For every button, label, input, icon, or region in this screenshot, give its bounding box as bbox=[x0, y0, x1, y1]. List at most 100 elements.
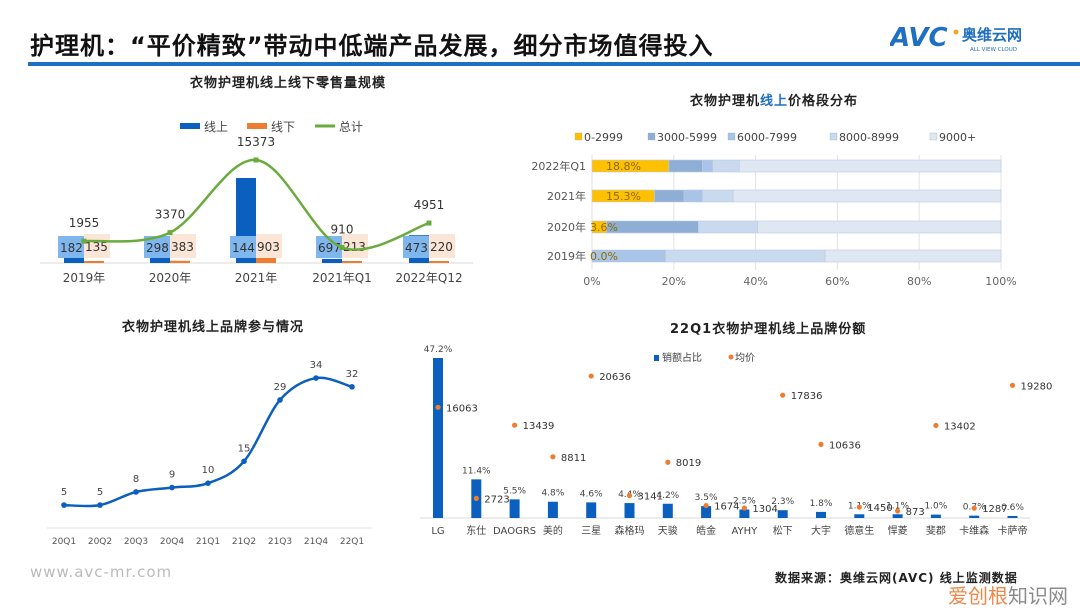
legend-label: 均价 bbox=[735, 352, 755, 364]
label-box-online bbox=[58, 236, 84, 258]
bar-share bbox=[586, 502, 597, 518]
price-point bbox=[473, 495, 479, 502]
x-tick-label: 大宇 bbox=[811, 524, 831, 537]
x-tick-label: 松下 bbox=[773, 524, 793, 537]
legend-swatch bbox=[728, 354, 734, 360]
x-tick-label: 20Q2 bbox=[88, 537, 112, 547]
data-label-share: 1.0% bbox=[924, 502, 947, 512]
data-label-price: 873 bbox=[906, 507, 925, 518]
watermark-b: 知识网 bbox=[1008, 584, 1068, 608]
y-tick-label: 2022年Q1 bbox=[531, 159, 586, 173]
legend-swatch bbox=[574, 132, 583, 141]
x-tick-label: LG bbox=[431, 526, 444, 537]
data-label-offline: 220 bbox=[430, 240, 453, 254]
bar-share bbox=[930, 514, 941, 518]
data-label-total: 4951 bbox=[414, 198, 445, 212]
bar-offline bbox=[84, 261, 104, 263]
bar-share bbox=[624, 503, 635, 518]
label-box-offline bbox=[429, 234, 455, 258]
x-tick-label: 天骏 bbox=[658, 524, 678, 537]
bar-share bbox=[1007, 515, 1018, 518]
data-label-share: 2.3% bbox=[771, 497, 794, 507]
bar-offline bbox=[170, 260, 190, 263]
data-label-price: 1450 bbox=[867, 503, 892, 514]
data-label-offline: 213 bbox=[343, 240, 366, 254]
watermark: 爱创根知识网 bbox=[948, 580, 1068, 609]
data-label-price: 1287 bbox=[982, 504, 1007, 515]
data-label-price: 2723 bbox=[484, 494, 509, 505]
label-box-offline bbox=[342, 234, 368, 258]
label-box-online bbox=[230, 236, 256, 258]
data-label: 29 bbox=[274, 382, 287, 393]
page-title: 护理机：“平价精致”带动中低端产品发展，细分市场值得投入 bbox=[30, 32, 714, 60]
data-point bbox=[313, 375, 319, 381]
x-tick-label: 20Q3 bbox=[124, 537, 148, 547]
legend-label: 线上 bbox=[204, 120, 228, 134]
bar-share bbox=[969, 515, 980, 518]
data-label-online: 182 bbox=[60, 241, 83, 255]
brand-share-title: 22Q1衣物护理机线上品牌份额 bbox=[670, 322, 867, 337]
legend-swatch bbox=[929, 132, 938, 141]
bar-share bbox=[777, 510, 788, 518]
bar-segment bbox=[698, 220, 758, 234]
data-label: 5 bbox=[61, 487, 67, 498]
price-point bbox=[588, 373, 594, 379]
legend-label: 8000-8999 bbox=[839, 131, 899, 144]
data-label-price: 16063 bbox=[446, 403, 478, 414]
x-tick-label: 2021年Q1 bbox=[312, 271, 372, 285]
avc-logo: AVC 奥维云网 ALL VIEW CLOUD bbox=[890, 23, 1022, 53]
data-label-share: 2.5% bbox=[733, 497, 756, 507]
data-label-price: 10636 bbox=[829, 440, 861, 451]
data-label-share: 47.2% bbox=[424, 345, 453, 355]
data-label: 3.6% bbox=[590, 221, 618, 234]
total-point bbox=[426, 220, 432, 226]
brand-count-title: 衣物护理机线上品牌参与情况 bbox=[122, 320, 305, 335]
bar-segment bbox=[665, 249, 826, 263]
legend-swatch bbox=[180, 123, 200, 129]
legend-label: 0-2999 bbox=[584, 131, 623, 144]
x-tick-label: 2021年 bbox=[235, 271, 278, 285]
svg-text:奥维云网: 奥维云网 bbox=[962, 26, 1022, 44]
price-point bbox=[856, 504, 862, 510]
label-box-offline bbox=[170, 234, 196, 258]
data-label-price: 8019 bbox=[676, 458, 701, 469]
data-label-share: 4.8% bbox=[541, 489, 564, 499]
x-tick-label: 2022年Q12 bbox=[395, 271, 462, 285]
x-tick-label: 2020年 bbox=[149, 271, 192, 285]
data-label: 32 bbox=[346, 369, 359, 380]
footer-url: www.avc-mr.com bbox=[30, 563, 173, 581]
data-point bbox=[205, 480, 211, 486]
bar-segment bbox=[654, 189, 685, 203]
x-tick-label: 40% bbox=[743, 275, 767, 288]
legend-swatch bbox=[647, 132, 656, 141]
label-box-offline bbox=[256, 234, 282, 258]
total-point bbox=[81, 238, 87, 244]
bar-segment bbox=[738, 159, 1002, 173]
x-tick-label: 德意生 bbox=[844, 524, 874, 537]
bar-segment bbox=[668, 159, 703, 173]
bar-segment bbox=[702, 159, 713, 173]
bar-segment bbox=[712, 159, 740, 173]
price-point bbox=[626, 492, 633, 499]
price-point bbox=[665, 459, 671, 465]
svg-text:ALL VIEW CLOUD: ALL VIEW CLOUD bbox=[970, 47, 1017, 53]
data-point bbox=[241, 458, 247, 465]
x-tick-label: AYHY bbox=[731, 526, 758, 537]
data-label-price: 13402 bbox=[944, 421, 976, 432]
price-point bbox=[933, 422, 939, 429]
x-tick-label: 20Q1 bbox=[52, 537, 76, 547]
label-box-online bbox=[144, 236, 170, 258]
x-tick-label: 卡维森 bbox=[959, 524, 989, 537]
price-point bbox=[550, 454, 556, 460]
x-tick-label: 22Q1 bbox=[340, 537, 364, 547]
price-distribution-chart: 0% 20% 40% 60% 80% 100% 0-2999 3000-5999 6000-79… bbox=[531, 131, 1016, 288]
bar-online bbox=[322, 258, 342, 263]
x-tick-label: 60% bbox=[825, 275, 849, 288]
data-source: 数据来源：奥维云网(AVC) 线上监测数据 bbox=[775, 571, 1018, 585]
data-label: 0.0% bbox=[590, 250, 618, 263]
data-label-share: 1.8% bbox=[810, 499, 833, 509]
legend-swatch bbox=[654, 355, 659, 361]
total-point bbox=[253, 157, 259, 163]
title-part: 价格段分布 bbox=[788, 94, 859, 109]
